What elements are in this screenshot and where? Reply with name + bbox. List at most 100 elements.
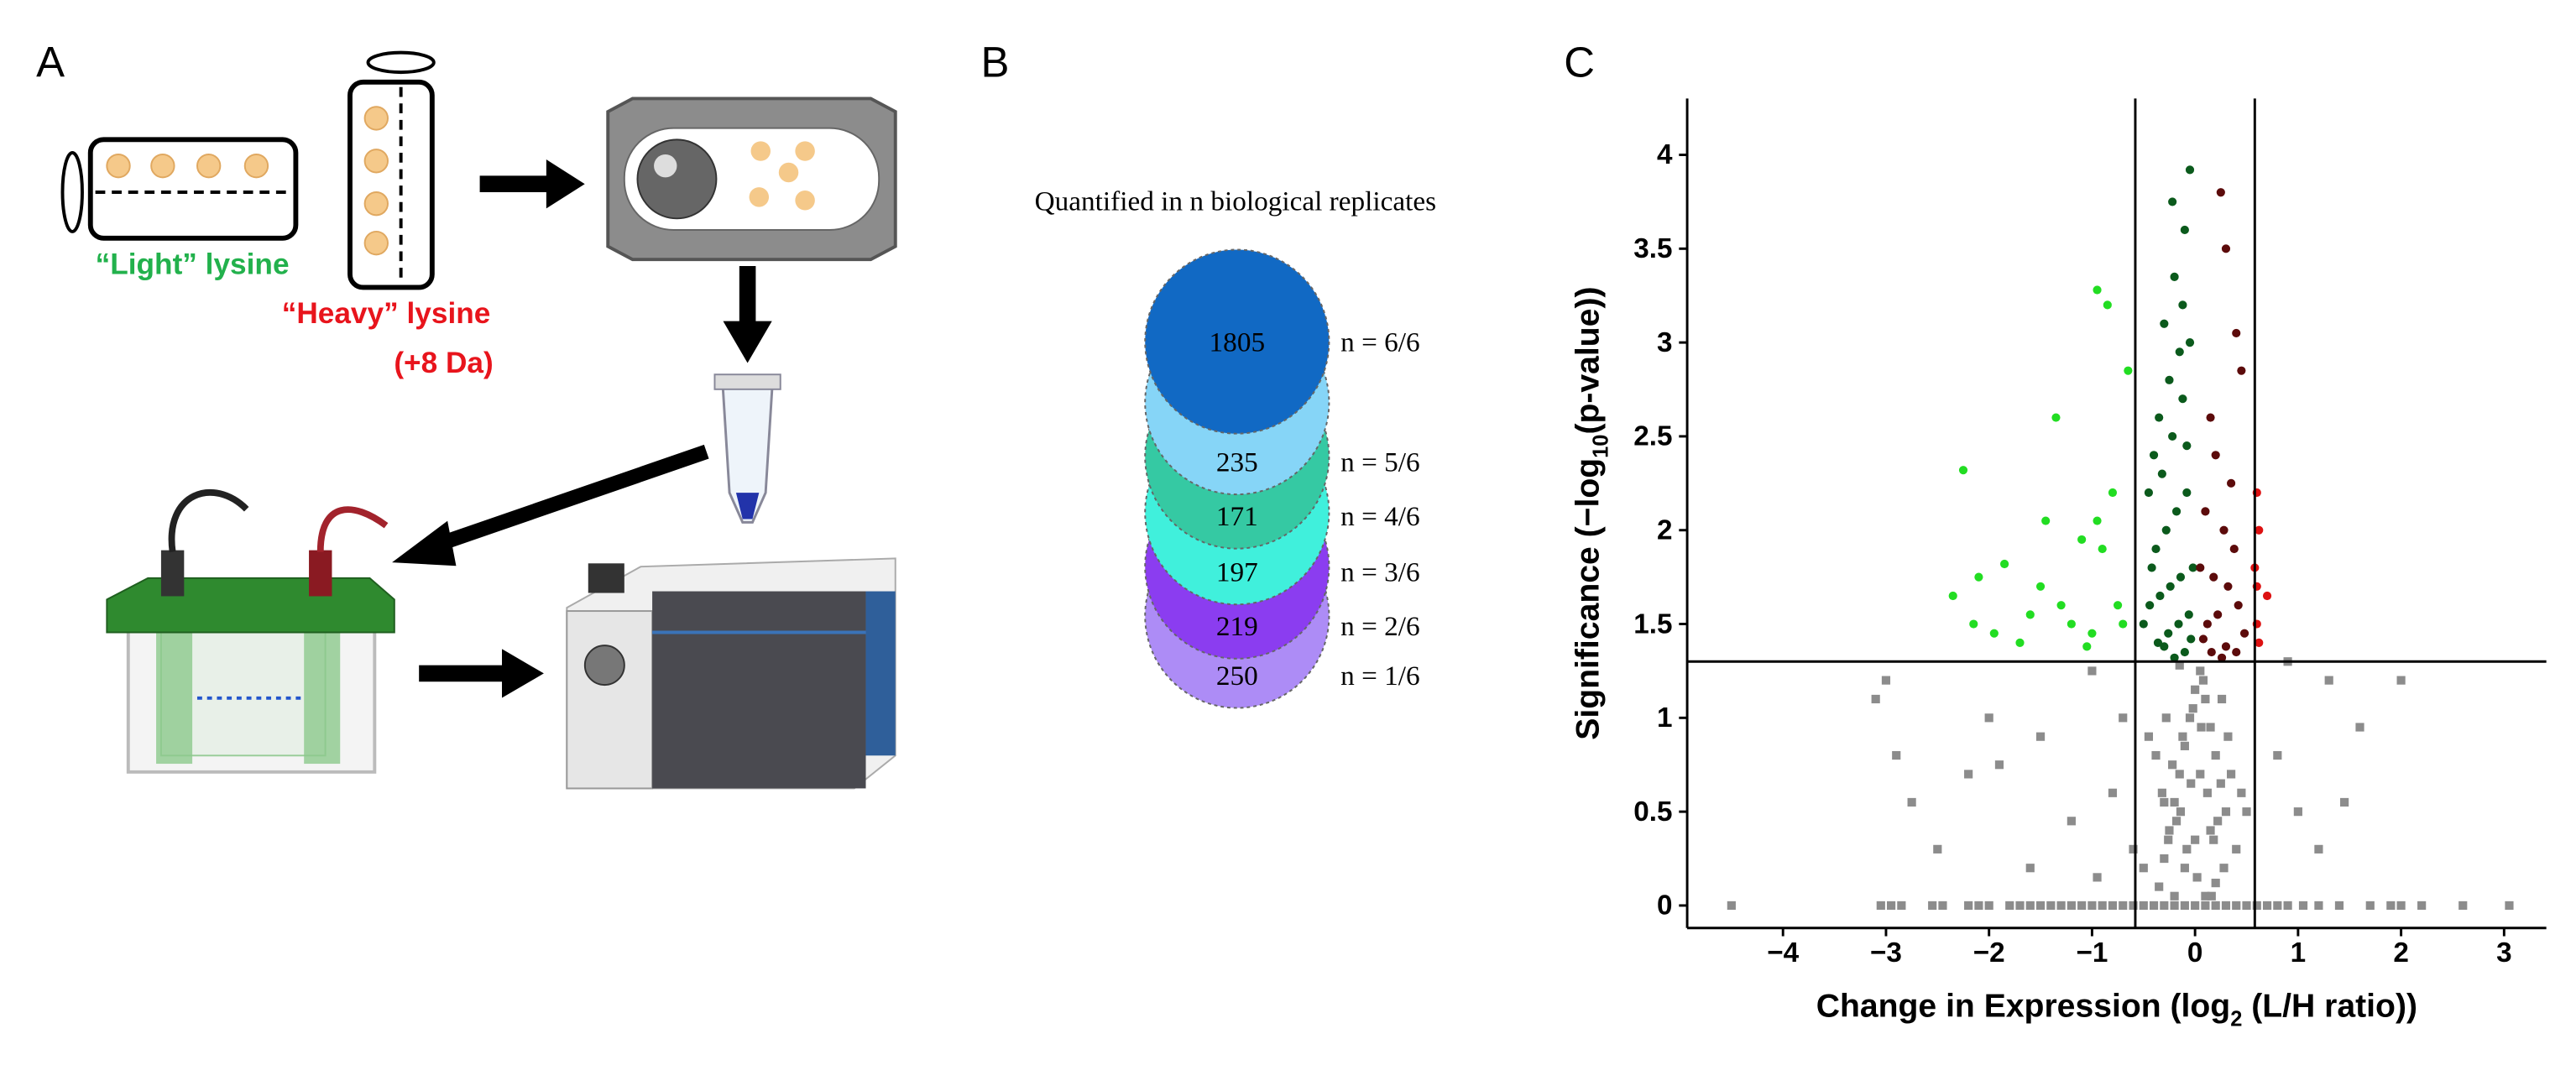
point — [2386, 901, 2396, 911]
heavy-note: (+8 Da) — [394, 347, 493, 379]
point — [2191, 901, 2200, 911]
point — [1994, 760, 2004, 770]
point — [2170, 891, 2179, 901]
count-label: 250 — [1216, 660, 1258, 692]
panel-label: A — [36, 39, 65, 86]
point — [2185, 713, 2195, 723]
point — [2108, 788, 2118, 797]
point — [2201, 901, 2210, 911]
point — [2155, 882, 2164, 891]
point — [2160, 642, 2169, 651]
point — [2067, 619, 2076, 629]
y-tick-label: 2.5 — [1633, 421, 1672, 452]
point — [1938, 901, 1947, 911]
point — [2147, 563, 2156, 572]
y-axis-title: Significance (−log10(p-value)) — [1570, 286, 1612, 739]
point — [2176, 807, 2186, 817]
point — [2365, 901, 2375, 911]
yeast-heavy — [363, 106, 389, 256]
count-label: 197 — [1216, 557, 1258, 588]
point — [2165, 826, 2174, 835]
panel-label: C — [1564, 39, 1595, 86]
point — [2161, 713, 2171, 723]
light-label: “Light” lysine — [96, 248, 290, 280]
point — [2168, 760, 2177, 770]
point — [2334, 901, 2344, 911]
point — [2087, 666, 2097, 676]
point — [2262, 591, 2272, 601]
point — [2171, 507, 2182, 516]
point — [2227, 770, 2236, 779]
x-tick-label: 2 — [2393, 937, 2409, 968]
point — [2211, 451, 2220, 460]
point — [2149, 451, 2159, 460]
point — [2219, 864, 2229, 873]
point — [2187, 779, 2196, 788]
point — [2209, 572, 2218, 582]
y-tick-label: 0.5 — [1633, 796, 1672, 827]
point — [2184, 610, 2193, 619]
point — [2176, 572, 2186, 582]
flask-heavy — [347, 50, 436, 290]
point — [2187, 634, 2196, 644]
gel-box — [106, 488, 395, 774]
point — [2155, 413, 2164, 422]
point — [2160, 901, 2169, 911]
x-axis-title: Change in Expression (log2 (L/H ratio)) — [1816, 989, 2417, 1031]
point — [2219, 525, 2229, 535]
point — [2035, 901, 2046, 911]
point — [2067, 817, 2076, 826]
point — [2197, 723, 2206, 732]
point — [2340, 797, 2349, 807]
panel-label: B — [981, 39, 1010, 86]
point — [2196, 666, 2205, 676]
y-tick-label: 1.5 — [1633, 608, 1672, 640]
heavy-label: “Heavy” lysine — [282, 297, 491, 330]
point — [2151, 750, 2161, 760]
replicate-panel: Quantified in n biological replicates 18… — [1035, 185, 1436, 709]
point — [2151, 544, 2161, 554]
point — [2273, 750, 2282, 760]
count-label: 171 — [1216, 501, 1258, 532]
point — [2180, 864, 2189, 873]
point — [1933, 844, 1942, 854]
point — [1881, 676, 1891, 685]
x-axis-title-part: Change in Expression (log — [1816, 989, 2230, 1025]
point — [2196, 563, 2205, 572]
point — [2082, 642, 2092, 651]
point — [2056, 601, 2066, 610]
point — [1727, 901, 1736, 911]
point — [2157, 788, 2166, 797]
replicate-label: n = 3/6 — [1340, 557, 1420, 588]
point — [2242, 807, 2251, 817]
point — [2355, 723, 2364, 732]
point — [2114, 601, 2123, 610]
point — [2324, 676, 2333, 685]
point — [2098, 901, 2107, 911]
point — [2221, 642, 2231, 651]
point — [2161, 525, 2171, 535]
point — [2216, 188, 2225, 197]
point — [2015, 638, 2025, 647]
point — [2239, 629, 2249, 638]
point — [2005, 901, 2014, 911]
flask-light — [60, 137, 299, 241]
point — [2144, 732, 2154, 741]
point — [2035, 582, 2046, 591]
point — [2201, 507, 2210, 516]
point — [1928, 901, 1937, 911]
point — [2505, 901, 2514, 911]
point — [2211, 750, 2220, 760]
point — [2149, 901, 2159, 911]
point — [2025, 864, 2035, 873]
point — [2119, 713, 2128, 723]
point — [2077, 535, 2087, 544]
point — [1964, 770, 1973, 779]
point — [2166, 582, 2175, 591]
tube — [713, 373, 781, 524]
point — [2093, 516, 2102, 525]
mass-spectrometer — [566, 557, 896, 790]
x-tick-label: −2 — [1973, 937, 2005, 968]
point — [2046, 901, 2056, 911]
